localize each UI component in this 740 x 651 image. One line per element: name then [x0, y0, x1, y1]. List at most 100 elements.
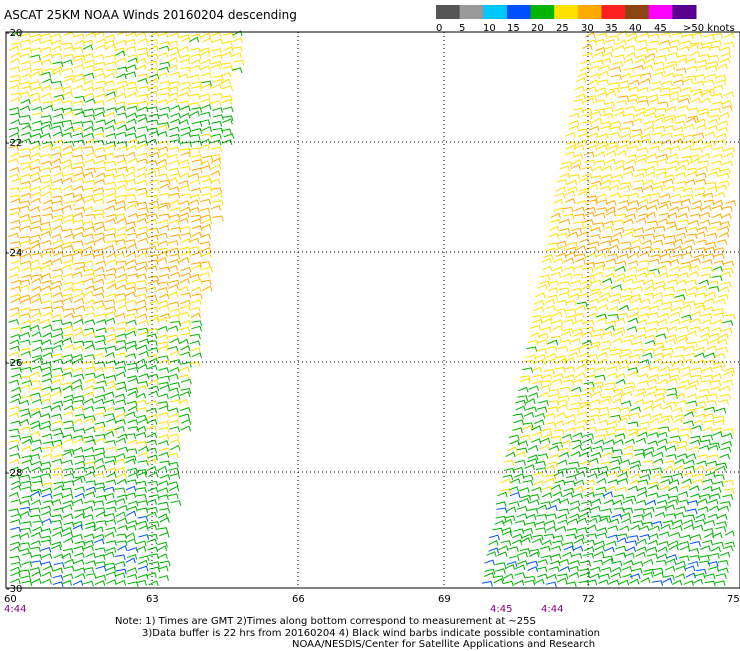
wind-barb: [116, 112, 128, 119]
wind-barb: [676, 279, 687, 285]
wind-barb: [652, 185, 664, 192]
wind-barb: [179, 226, 191, 232]
wind-barb: [619, 407, 631, 413]
wind-barb: [643, 451, 654, 458]
wind-barb: [667, 279, 679, 286]
wind-barb: [657, 101, 669, 108]
wind-barb: [714, 352, 726, 359]
wind-barb: [201, 192, 213, 199]
wind-barb: [180, 266, 192, 273]
wind-barb: [650, 254, 662, 260]
wind-barb: [672, 73, 684, 80]
wind-barb: [9, 566, 21, 573]
wind-barb: [642, 521, 653, 528]
wind-barb: [104, 366, 116, 373]
wind-barb: [62, 381, 73, 388]
wind-barb: [10, 526, 22, 533]
wind-barb: [522, 527, 534, 534]
wind-barb: [635, 111, 646, 118]
wind-barb: [106, 283, 117, 290]
wind-barb: [106, 167, 118, 174]
wind-barb: [127, 54, 139, 61]
wind-barb: [179, 185, 190, 191]
wind-barb: [688, 43, 699, 50]
wind-barb: [170, 320, 182, 327]
wind-barb: [21, 435, 33, 442]
wind-barb: [652, 580, 664, 586]
wind-barb: [105, 455, 117, 462]
wind-barb: [167, 461, 179, 468]
wind-barb: [631, 128, 643, 135]
wind-barb: [84, 354, 95, 360]
wind-barb: [661, 147, 672, 153]
wind-barb: [8, 444, 20, 451]
wind-barb: [147, 119, 159, 126]
wind-barb: [93, 457, 104, 464]
wind-barb: [10, 241, 22, 247]
wind-barb: [612, 231, 623, 238]
wind-barb: [115, 412, 126, 419]
wind-barb: [597, 465, 609, 472]
wind-barb: [178, 45, 189, 52]
wind-barb: [73, 177, 85, 184]
wind-barb: [671, 200, 683, 207]
wind-barb: [168, 186, 180, 192]
wind-barb: [41, 386, 53, 392]
wind-barb: [658, 313, 670, 319]
wind-barb: [84, 465, 96, 472]
wind-barb: [114, 238, 126, 245]
wind-barb: [593, 51, 605, 58]
wind-barb: [125, 132, 137, 139]
wind-barb: [687, 107, 699, 113]
wind-barb: [526, 346, 538, 353]
wind-barb: [94, 386, 105, 392]
wind-barb: [30, 318, 41, 325]
wind-barb: [136, 441, 148, 447]
wind-barb: [136, 469, 148, 475]
wind-barb: [73, 84, 84, 91]
wind-barb: [178, 73, 189, 80]
wind-barb: [644, 165, 656, 172]
wind-barb: [612, 219, 624, 226]
wind-barb: [211, 48, 223, 54]
wind-barb: [136, 217, 147, 224]
wind-barb: [700, 439, 712, 446]
wind-barb: [158, 487, 169, 494]
wind-barb: [663, 465, 674, 472]
wind-barb: [137, 327, 149, 334]
wind-barb: [126, 64, 137, 71]
wind-barb: [179, 246, 191, 253]
wind-barb: [618, 194, 630, 201]
wind-barb: [575, 253, 587, 260]
wind-barb: [655, 388, 667, 394]
wind-barb: [53, 553, 64, 560]
wind-barb: [584, 211, 595, 218]
wind-barb: [146, 286, 158, 293]
wind-barb: [688, 270, 699, 277]
wind-barb: [210, 63, 221, 70]
wind-barb: [527, 560, 539, 567]
wind-barb: [711, 373, 722, 380]
wind-barb: [518, 386, 529, 393]
wind-barb: [598, 407, 610, 413]
wind-barb: [94, 146, 106, 153]
wind-barb: [591, 117, 603, 124]
wind-barb: [51, 514, 63, 521]
wind-barb: [723, 41, 735, 48]
wind-barb: [547, 406, 559, 413]
wind-barb: [138, 555, 150, 562]
wind-barb: [658, 426, 670, 433]
wind-barb: [563, 257, 575, 264]
wind-barb: [694, 302, 706, 309]
wind-barb: [146, 425, 157, 431]
wind-barb: [10, 118, 21, 125]
wind-barb: [178, 374, 190, 381]
wind-barb: [600, 179, 612, 186]
legend-swatch: [577, 5, 602, 19]
wind-barb: [127, 138, 139, 145]
wind-barb: [53, 172, 65, 178]
wind-barb: [85, 240, 96, 247]
wind-barb: [41, 392, 52, 399]
wind-barb: [21, 459, 33, 466]
wind-barb: [201, 83, 212, 90]
